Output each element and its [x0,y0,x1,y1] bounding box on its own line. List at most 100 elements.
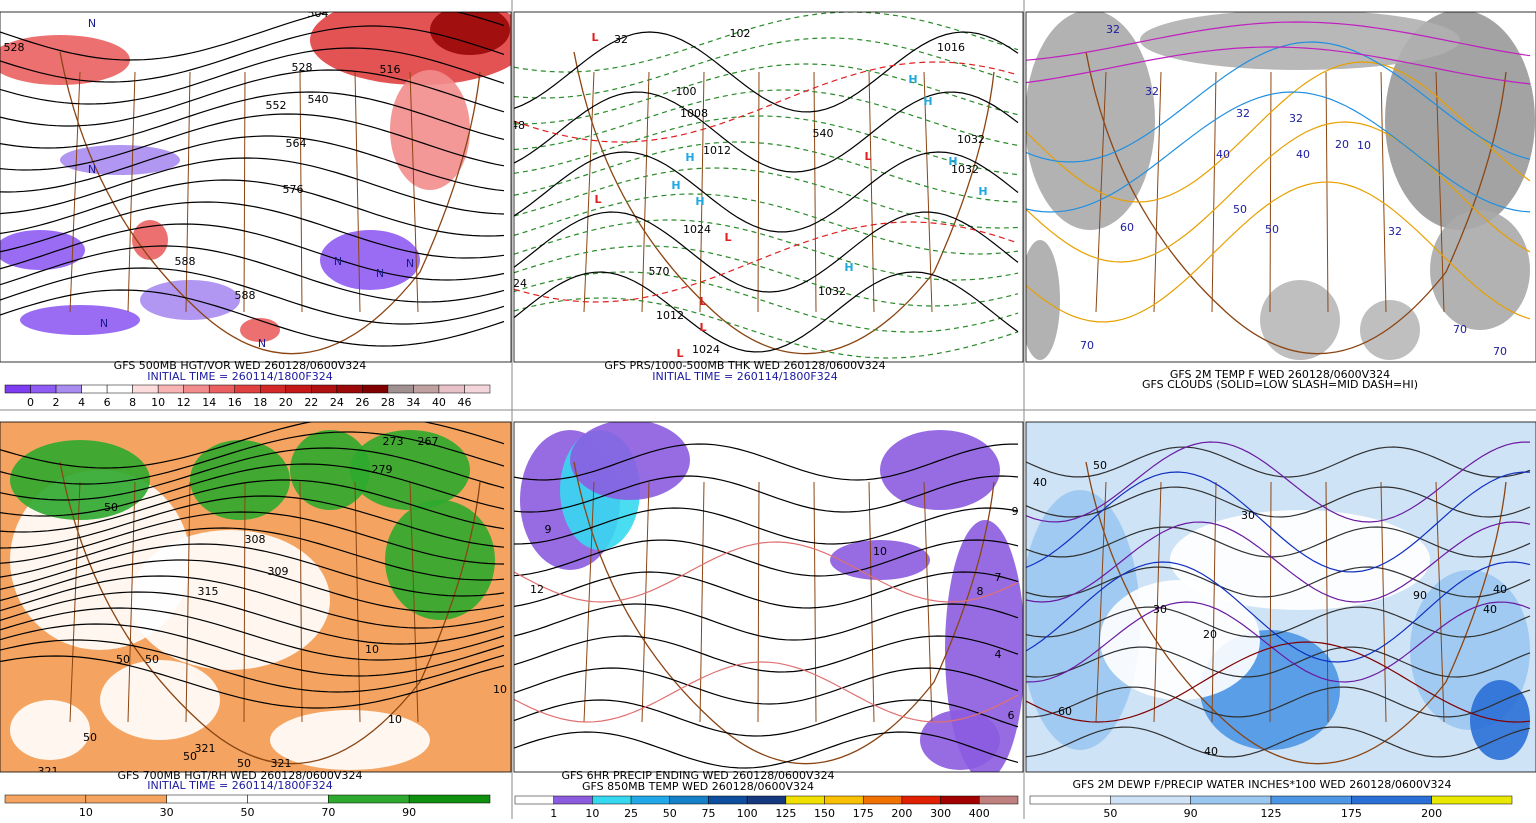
contour-label: 70 [1493,345,1507,358]
contour [514,699,1019,737]
contour [0,559,505,613]
contour [514,89,1019,151]
pressure-center: H [908,73,917,86]
colorbar-label: 50 [241,806,255,819]
boundary [1435,481,1445,723]
colorbar-label: 200 [891,807,912,819]
colorbar-label: 10 [151,396,165,409]
colorbar-box [1431,795,1513,805]
colorbar-box [901,795,941,805]
pressure-center: H [844,261,853,274]
colorbar-label: 75 [701,807,715,819]
contour-label: 32 [1289,112,1303,125]
contour-label: 1032 [957,133,985,146]
colorbar-label: 18 [253,396,267,409]
boundary [69,481,81,723]
boundary [1380,481,1387,723]
map: 32 102 1016 100 1008 1012 1024 540 1032 1032 48 24 5… [514,12,1023,362]
shaded-area [1026,12,1155,230]
contour [514,167,1019,229]
contour-label: 321 [271,757,292,770]
contour-label: 32 [1145,85,1159,98]
colorbar-box [166,794,248,804]
colorbar-box [234,384,261,394]
colorbar-label: 28 [381,396,395,409]
colorbar-box [514,795,554,805]
contour-label: 12 [530,583,544,596]
shaded-area [1170,510,1430,610]
shaded-area [350,430,470,510]
boundary [1211,481,1217,723]
contour [514,541,1019,603]
contour-label: 1016 [937,41,965,54]
contour-label: 570 [649,265,670,278]
shaded-area [1385,12,1535,230]
contour [0,201,505,259]
colorbar-box [4,384,31,394]
contour-label: N [258,337,266,350]
colorbar-box [247,794,329,804]
shaded-area [1260,280,1340,360]
contour [1026,646,1531,678]
contour [0,607,505,661]
coastline [59,461,481,765]
boundary [1325,71,1329,313]
colorbar-label: 10 [79,806,93,819]
shaded-area [10,440,150,520]
contour [0,639,505,693]
boundary [1435,71,1445,313]
contour-label: 1012 [656,309,684,322]
contour-label: 32 [1236,107,1250,120]
shaded-area [100,660,220,740]
contour [0,69,505,127]
colorbar-box [387,384,414,394]
shaded-area [60,145,180,175]
contour [514,31,1019,113]
contour [0,179,505,237]
colorbar-box [132,384,159,394]
contour [1026,606,1531,638]
colorbar-box [438,384,465,394]
contour [514,443,1018,481]
colorbar-label: 8 [129,396,136,409]
contour [514,115,1019,176]
contour-label: 32 [614,33,628,46]
contour [1026,441,1530,523]
boundary [699,71,705,313]
map-frame [513,11,1024,363]
shaded-area [0,230,85,270]
shaded-area [1100,580,1260,700]
contour [514,507,1019,545]
contour [0,591,505,645]
pressure-center: L [724,231,731,244]
colorbar-box [464,384,491,394]
colorbar-label: 10 [585,807,599,819]
colorbar-label: 1 [550,807,557,819]
contour-label: 10 [1357,139,1371,152]
contour [514,661,1019,723]
contour-label: 10 [388,713,402,726]
colorbar-box [708,795,748,805]
contour-label: 588 [175,255,196,268]
boundary [641,481,650,723]
contour-label: 309 [268,565,289,578]
map: 528 504 528 516 552 540 564 576 588 588 N N N N N N N [0,12,511,362]
colorbar-label: 14 [202,396,216,409]
colorbar-box [362,384,389,394]
boundary [69,71,81,313]
map: 32 32 32 32 40 40 20 10 32 50 60 70 70 70 50 [1026,12,1536,362]
colorbar-box [1190,795,1272,805]
caption: GFS 2M TEMP F WED 260128/0600V324 [1170,368,1390,381]
contour-label: 102 [730,27,751,40]
colorbar-box [1351,795,1432,805]
contour-label: N [88,163,96,176]
coastline [573,51,995,355]
colorbar-box [746,795,787,805]
pressure-center: L [864,150,871,163]
contour [0,575,505,629]
contour-label: 70 [1453,323,1467,336]
colorbar-box [157,384,184,394]
contour [514,271,1019,353]
shaded-area [0,35,130,85]
